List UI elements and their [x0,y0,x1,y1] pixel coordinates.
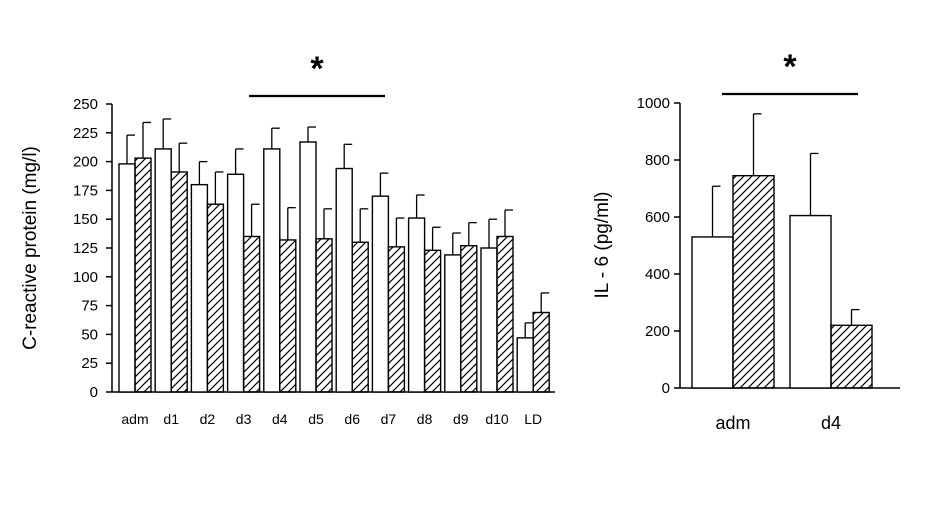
chart-1: 0 25 50 75 100 125 150 175 200 225 250 C-reactive p… [20,50,555,427]
bar-hatched [830,324,873,389]
bar-open [444,254,462,393]
y-tick-label: 125 [73,240,98,257]
category-label: d4 [821,413,841,433]
bar-hatched [351,241,369,393]
bar-hatched [460,244,478,393]
bar-open [691,236,734,389]
bar-open [263,148,281,393]
bar-open [118,163,136,393]
bar-open [226,173,245,393]
y-tick-label: 150 [73,211,98,228]
bar-hatched [315,238,333,393]
bar-hatched [532,311,550,393]
y-tick-label: 200 [73,154,98,171]
y-axis-label: IL - 6 (pg/ml) [592,192,613,299]
y-tick-label: 50 [81,326,98,343]
bar-open [190,183,209,393]
bar-hatched [170,171,188,393]
bar-hatched [496,235,514,393]
category-label: d2 [200,411,216,427]
y-tick-label: 225 [73,125,98,142]
bar-open [407,217,426,393]
category-label: d9 [453,411,469,427]
y-tick-label: 400 [645,266,670,283]
category-label: d10 [485,411,509,427]
y-tick-label: 800 [645,152,670,169]
y-tick-label: 1000 [637,95,670,112]
category-label: d8 [417,411,433,427]
y-tick-label: 175 [73,182,98,199]
category-label: d4 [272,411,288,427]
y-tick-label: 75 [81,298,98,315]
y-tick-label: 0 [90,384,98,401]
category-label: d6 [344,411,360,427]
bar-open [516,337,534,393]
bar-hatched [242,235,261,393]
bar-hatched [387,246,406,393]
y-tick-label: 100 [73,269,98,286]
category-label: d1 [163,411,179,427]
bar-hatched [279,239,297,393]
category-label: d3 [236,411,252,427]
bar-open [371,195,390,393]
bar-hatched [134,157,152,393]
bar-hatched [732,174,775,389]
category-label: adm [121,411,148,427]
bar-hatched [206,203,225,393]
y-tick-label: 200 [645,323,670,340]
bar-open [154,148,172,393]
category-label: LD [524,411,542,427]
y-tick-label: 0 [662,380,670,397]
significance-star: * [310,50,324,88]
bar-open [335,167,353,393]
chart-2: 0 200 400 600 800 1000 IL - 6 (pg/ml) adm d4 * [592,48,900,433]
y-tick-label: 600 [645,209,670,226]
bar-open [299,141,317,393]
bar-open [480,247,498,393]
y-tick-label: 250 [73,96,98,113]
y-tick-label: 25 [81,355,98,372]
category-label: adm [715,413,750,433]
category-label: d7 [381,411,397,427]
category-label: d5 [308,411,324,427]
bar-open [789,214,832,389]
y-axis-label: C-reactive protein (mg/l) [20,146,41,350]
bar-hatched [423,249,442,393]
significance-star: * [783,48,797,86]
